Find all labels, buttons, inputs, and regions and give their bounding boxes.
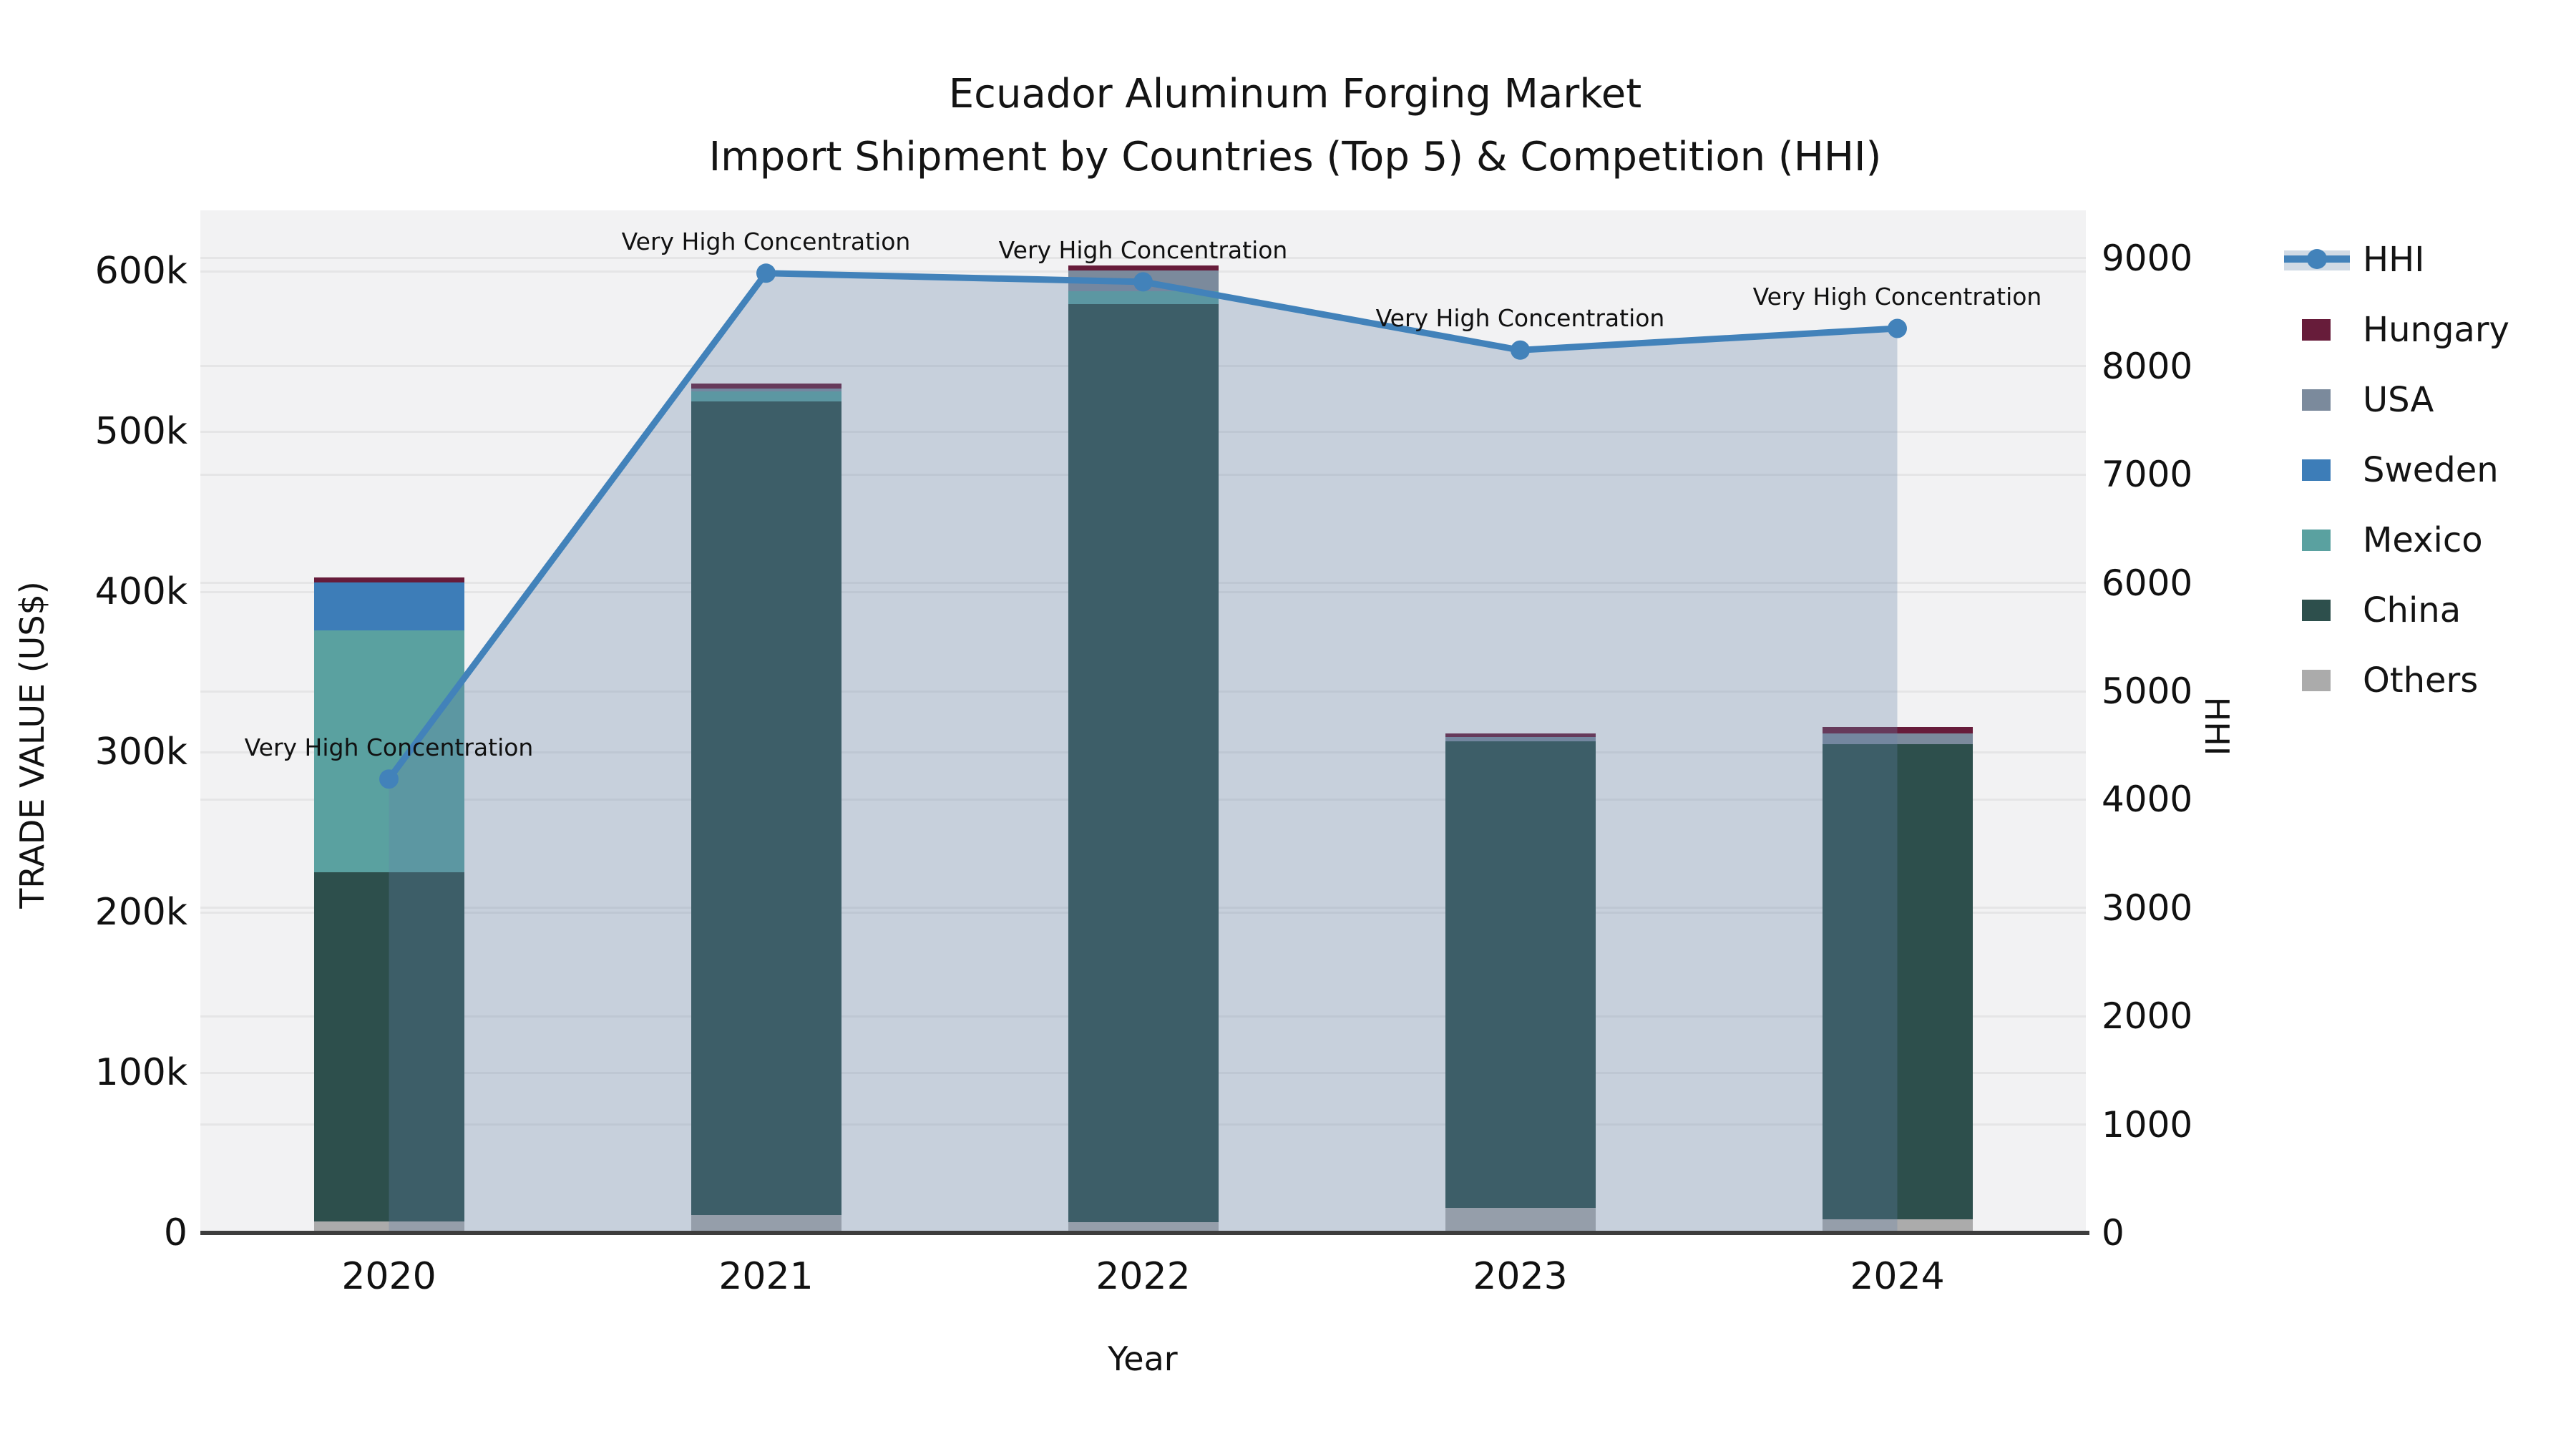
hhi-marker-2020[interactable] — [379, 769, 399, 789]
chart-title-line1: Ecuador Aluminum Forging Market — [948, 71, 1642, 117]
y-right-tick-5000: 5000 — [2102, 670, 2193, 713]
legend-label-usa: USA — [2363, 380, 2434, 420]
y-left-tick-500k: 500k — [94, 410, 187, 454]
legend-swatch-hungary — [2302, 319, 2331, 341]
bar-2023-others[interactable] — [1445, 1208, 1596, 1233]
y-left-tick-100k: 100k — [94, 1051, 187, 1095]
bar-2024-others[interactable] — [1822, 1219, 1973, 1233]
bar-2023-hungary[interactable] — [1445, 733, 1596, 737]
y-right-tick-6000: 6000 — [2102, 562, 2193, 604]
bar-2023-usa[interactable] — [1445, 736, 1596, 742]
bar-2021-mexico[interactable] — [691, 391, 841, 401]
y-right-tick-2000: 2000 — [2102, 995, 2193, 1038]
annotation-2023: Very High Concentration — [1375, 304, 1665, 333]
bar-2022-china[interactable] — [1068, 304, 1219, 1223]
bar-2023-china[interactable] — [1445, 741, 1596, 1209]
bar-2022-hungary[interactable] — [1068, 265, 1219, 270]
legend-item-china[interactable]: China — [2275, 589, 2576, 632]
chart-title: Ecuador Aluminum Forging Market Import S… — [7, 63, 2576, 189]
legend-label-sweden: Sweden — [2363, 450, 2499, 490]
hhi-marker-2023[interactable] — [1511, 340, 1530, 360]
y-left-axis-title: TRADE VALUE (US$) — [13, 581, 52, 909]
legend-label-mexico: Mexico — [2363, 520, 2483, 560]
bar-2020-others[interactable] — [313, 1221, 464, 1233]
annotation-2024: Very High Concentration — [1752, 283, 2042, 311]
x-tick-2022: 2022 — [1096, 1255, 1191, 1298]
bar-2022-others[interactable] — [1068, 1222, 1219, 1233]
legend-item-others[interactable]: Others — [2275, 659, 2576, 702]
legend-swatch-usa — [2302, 389, 2331, 411]
x-tick-2021: 2021 — [718, 1255, 814, 1298]
y-right-tick-3000: 3000 — [2102, 887, 2193, 929]
legend-item-sweden[interactable]: Sweden — [2275, 449, 2576, 492]
y-left-tick-400k: 400k — [94, 570, 187, 614]
y-right-axis-title: HHI — [2197, 696, 2236, 756]
annotation-2021: Very High Concentration — [621, 227, 911, 255]
legend-label-china: China — [2363, 590, 2462, 630]
bar-2020-hungary[interactable] — [313, 577, 464, 582]
y-left-tick-300k: 300k — [94, 731, 187, 774]
bar-2021-others[interactable] — [691, 1215, 841, 1233]
x-tick-2020: 2020 — [341, 1255, 436, 1298]
bar-2020-mexico[interactable] — [313, 630, 464, 873]
hhi-marker-2022[interactable] — [1133, 272, 1153, 292]
legend-label-others: Others — [2363, 660, 2479, 701]
legend-item-hungary[interactable]: Hungary — [2275, 308, 2576, 351]
x-axis-title: Year — [1108, 1340, 1178, 1378]
bar-2020-china[interactable] — [313, 872, 464, 1222]
y-right-tick-9000: 9000 — [2102, 237, 2193, 279]
bar-2020-sweden[interactable] — [313, 582, 464, 630]
annotation-2020: Very High Concentration — [244, 733, 534, 761]
x-tick-2024: 2024 — [1850, 1255, 1945, 1298]
legend-label-hungary: Hungary — [2363, 310, 2509, 350]
legend-label-hhi: HHI — [2363, 240, 2425, 280]
y-left-tick-0: 0 — [163, 1211, 187, 1254]
x-tick-2023: 2023 — [1473, 1255, 1568, 1298]
y-right-tick-0: 0 — [2102, 1212, 2124, 1254]
legend-swatch-mexico — [2302, 530, 2331, 551]
annotation-2022: Very High Concentration — [998, 235, 1288, 264]
gridline-right-9 — [200, 257, 2086, 260]
hhi-marker-2024[interactable] — [1888, 318, 1907, 338]
bar-2024-usa[interactable] — [1822, 733, 1973, 744]
legend-item-mexico[interactable]: Mexico — [2275, 519, 2576, 562]
legend-item-hhi[interactable]: HHI — [2275, 238, 2576, 281]
bar-2022-mexico[interactable] — [1068, 291, 1219, 305]
y-right-tick-1000: 1000 — [2102, 1103, 2193, 1146]
bar-2021-usa[interactable] — [691, 388, 841, 392]
legend-swatch-others — [2302, 670, 2331, 691]
chart-title-line2: Import Shipment by Countries (Top 5) & C… — [708, 134, 1882, 180]
hhi-legend-marker-icon — [2307, 249, 2327, 269]
y-left-tick-600k: 600k — [94, 250, 187, 293]
legend: HHI Hungary USA Sweden Mexico China Others — [2275, 0, 2576, 787]
x-axis-line — [200, 1231, 2089, 1235]
bar-2024-hungary[interactable] — [1822, 727, 1973, 734]
hhi-marker-2021[interactable] — [756, 263, 776, 283]
legend-swatch-china — [2302, 600, 2331, 621]
y-right-tick-4000: 4000 — [2102, 779, 2193, 821]
y-left-tick-200k: 200k — [94, 891, 187, 935]
legend-item-usa[interactable]: USA — [2275, 379, 2576, 421]
legend-swatch-sweden — [2302, 459, 2331, 481]
bar-2021-china[interactable] — [691, 401, 841, 1216]
bar-2021-hungary[interactable] — [691, 383, 841, 389]
bar-2024-china[interactable] — [1822, 743, 1973, 1219]
y-right-tick-7000: 7000 — [2102, 454, 2193, 496]
y-right-tick-8000: 8000 — [2102, 345, 2193, 387]
hhi-area-fill — [389, 273, 1898, 1234]
